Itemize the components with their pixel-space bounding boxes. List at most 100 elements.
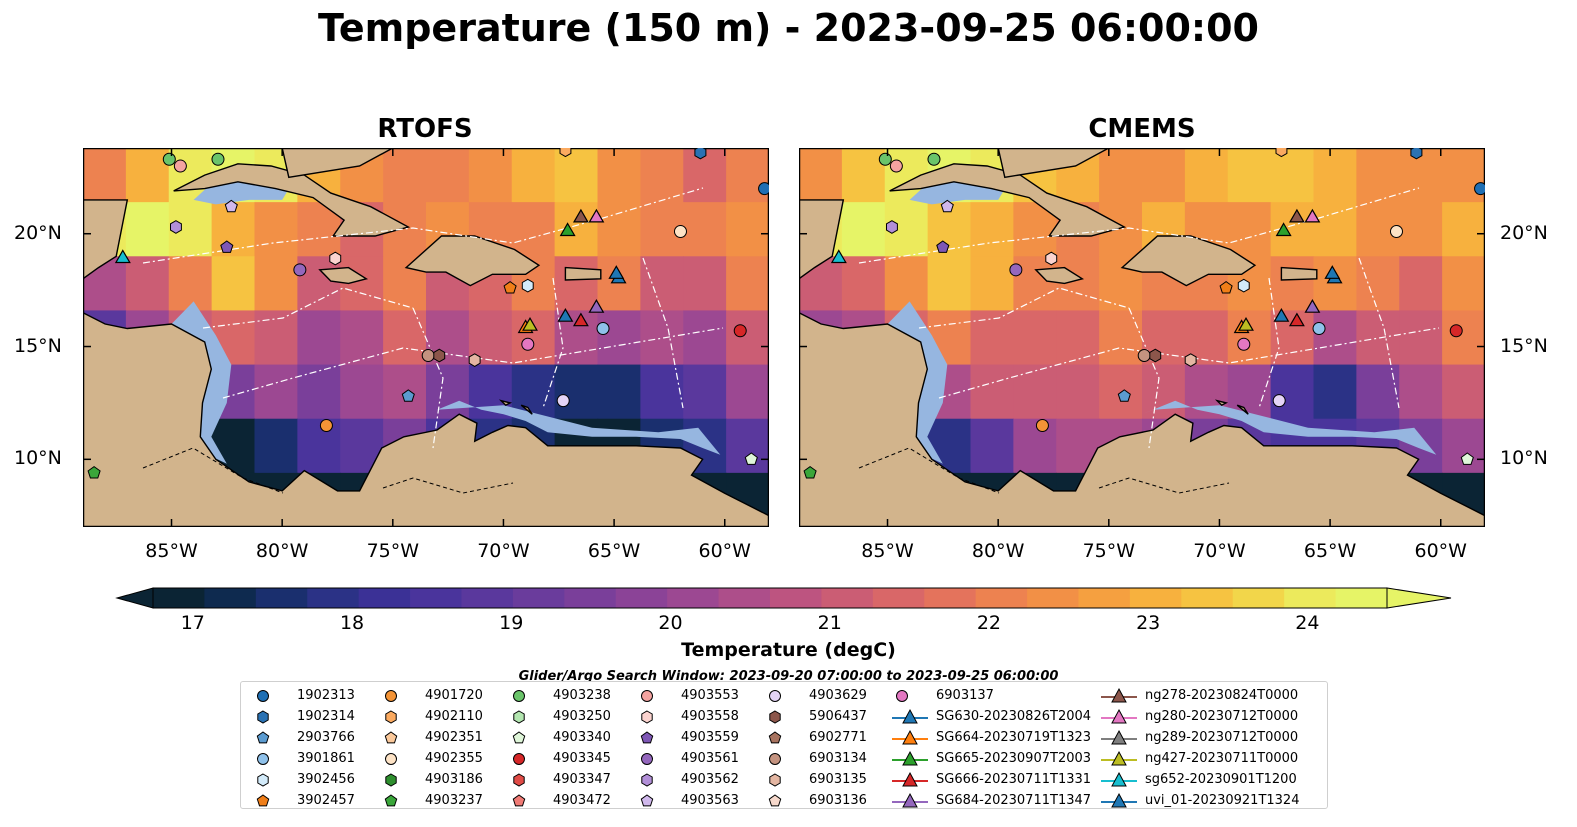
glider-marker-ng278-20230824T0000 bbox=[1288, 208, 1305, 223]
heatmap-cell bbox=[1442, 256, 1485, 312]
glider-marker-uvi_01-20230921T1324 bbox=[1324, 265, 1341, 279]
legend-marker bbox=[640, 794, 654, 807]
legend-label: ng427-20230711T0000 bbox=[1145, 751, 1299, 766]
heatmap-cell bbox=[597, 364, 641, 420]
glider-marker-ng278-20230824T0000 bbox=[572, 208, 589, 223]
legend-marker-pentagon bbox=[768, 731, 782, 744]
legend-marker-circle bbox=[257, 690, 269, 702]
glider-marker-ng427-20230711T0000 bbox=[1238, 316, 1254, 331]
land-mass bbox=[1120, 235, 1257, 287]
heatmap-cell bbox=[726, 418, 769, 474]
colorbar-segment bbox=[770, 588, 822, 608]
heatmap-cell bbox=[1313, 310, 1357, 366]
glider-marker-SG684-20230711T1347 bbox=[588, 298, 605, 313]
heatmap-cell bbox=[1399, 310, 1443, 366]
heatmap-cell bbox=[726, 310, 769, 366]
legend-marker-pentagon bbox=[640, 731, 654, 744]
map-frame bbox=[799, 148, 1485, 527]
panel-title-cmems: CMEMS bbox=[1088, 114, 1196, 144]
heatmap-cell bbox=[1356, 148, 1400, 203]
legend-marker-triangle bbox=[902, 792, 918, 808]
heatmap-cell bbox=[726, 256, 769, 312]
legend-marker-triangle bbox=[1111, 687, 1127, 703]
colorbar-tick-label: 18 bbox=[339, 612, 365, 634]
lon-tick-label: 75°W bbox=[366, 540, 420, 562]
legend-label: 4903250 bbox=[553, 709, 611, 724]
heatmap-cell bbox=[1442, 364, 1485, 420]
legend-label: 3902456 bbox=[297, 772, 355, 787]
float-marker-5906437 bbox=[1149, 348, 1162, 363]
legend-marker-triangle bbox=[1111, 771, 1127, 787]
float-marker-4902110 bbox=[559, 148, 572, 158]
legend-marker-circle bbox=[896, 690, 908, 702]
heatmap-cell bbox=[1313, 202, 1357, 257]
float-marker-3902456 bbox=[521, 278, 534, 293]
legend-marker-pentagon bbox=[512, 731, 526, 744]
legend-marker bbox=[257, 753, 269, 765]
float-marker-4903238 bbox=[211, 152, 225, 166]
heatmap-cell bbox=[426, 364, 470, 420]
legend-marker bbox=[512, 794, 526, 807]
colorbar-segment bbox=[564, 588, 617, 608]
heatmap-cell bbox=[297, 364, 341, 420]
legend-marker bbox=[384, 794, 398, 807]
float-marker-4903340 bbox=[1460, 452, 1474, 465]
map-frame bbox=[83, 148, 769, 527]
float-marker-4902355 bbox=[673, 224, 687, 238]
map-panel-cmems bbox=[799, 148, 1485, 527]
legend-marker bbox=[385, 690, 397, 702]
legend-label: SG666-20230711T1331 bbox=[936, 772, 1092, 787]
colorbar-segment bbox=[358, 588, 411, 608]
heatmap-cell bbox=[383, 148, 427, 203]
float-marker-6903135 bbox=[468, 353, 481, 367]
land-mass bbox=[173, 163, 411, 237]
float-marker-4903629 bbox=[556, 394, 570, 408]
float-marker-5906437 bbox=[433, 348, 446, 363]
legend-label: 1902314 bbox=[297, 709, 355, 724]
legend-label: 2903766 bbox=[297, 730, 355, 745]
legend-marker bbox=[1101, 750, 1137, 766]
heatmap-cell bbox=[1399, 256, 1443, 312]
glider-marker-SG666-20230711T1331 bbox=[572, 312, 589, 327]
heatmap-cell bbox=[554, 148, 599, 203]
heatmap-cell bbox=[640, 310, 684, 366]
heatmap-cell bbox=[970, 256, 1014, 312]
heatmap-cell bbox=[297, 418, 341, 474]
colorbar-segment bbox=[1232, 588, 1285, 608]
legend-label: 4903561 bbox=[681, 751, 739, 766]
heatmap-cell bbox=[211, 256, 256, 312]
float-marker-4903561 bbox=[1009, 263, 1023, 277]
legend-marker bbox=[385, 710, 397, 724]
legend-label: 6903136 bbox=[809, 793, 867, 808]
land-mass bbox=[799, 199, 845, 280]
legend-label: SG684-20230711T1347 bbox=[936, 793, 1092, 808]
float-marker-4903237 bbox=[87, 465, 101, 479]
float-marker-4902355 bbox=[1389, 224, 1403, 238]
land-mass bbox=[404, 235, 541, 287]
float-marker-1902313 bbox=[1474, 182, 1485, 196]
heatmap-cell bbox=[340, 310, 384, 366]
heatmap-cell bbox=[597, 148, 641, 203]
heatmap-cell bbox=[1142, 148, 1186, 203]
heatmap-cell bbox=[254, 364, 298, 420]
float-marker-4903559 bbox=[220, 240, 234, 253]
float-marker-4902110 bbox=[1275, 148, 1288, 158]
legend-label: 4903237 bbox=[425, 793, 483, 808]
legend-marker-circle bbox=[769, 690, 781, 702]
colorbar-segment bbox=[924, 588, 977, 608]
glider-marker-ng280-20230712T0000 bbox=[1304, 208, 1321, 223]
heatmap-cell bbox=[597, 310, 641, 366]
heatmap-cell bbox=[254, 256, 298, 312]
legend-marker bbox=[892, 771, 928, 787]
heatmap-cell bbox=[1270, 364, 1315, 420]
float-marker-6903135 bbox=[1184, 353, 1197, 367]
heatmap-cell bbox=[1442, 202, 1485, 257]
glider-marker-SG665-20230907T2003 bbox=[559, 222, 576, 237]
legend-label: 4903238 bbox=[553, 688, 611, 703]
lat-tick-label-left: 15°N bbox=[14, 334, 62, 357]
heatmap-cell bbox=[841, 148, 886, 203]
heatmap-cell bbox=[1227, 310, 1272, 366]
shelf-mask bbox=[414, 400, 721, 455]
legend-marker-circle bbox=[385, 753, 397, 765]
legend-label: SG665-20230907T2003 bbox=[936, 751, 1092, 766]
